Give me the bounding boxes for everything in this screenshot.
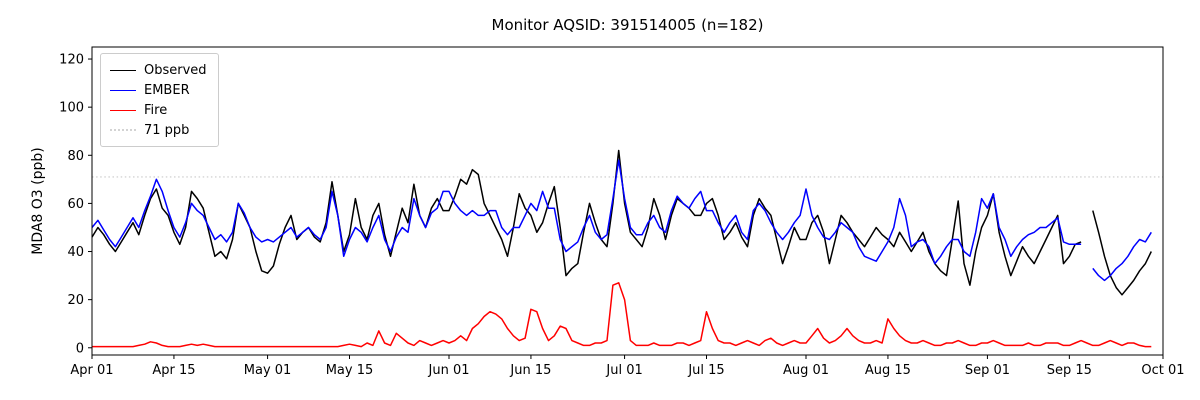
legend-item-ember: EMBER: [110, 80, 207, 100]
x-tick-label: Aug 01: [783, 363, 829, 378]
plot-border: [91, 46, 1164, 356]
legend-line-threshold: [110, 129, 136, 131]
series-line-observed: [91, 149, 1152, 296]
y-tick-label: 40: [67, 245, 84, 260]
legend-item-threshold: 71 ppb: [110, 120, 207, 140]
x-tick-label: Sep 15: [1047, 363, 1092, 378]
x-tick-label: Sep 01: [965, 363, 1010, 378]
legend-item-fire: Fire: [110, 100, 207, 120]
y-tick-label: 20: [67, 293, 84, 308]
x-tick-label: Apr 15: [152, 363, 195, 378]
legend-line-observed: [110, 69, 136, 71]
legend-label-observed: Observed: [144, 62, 207, 78]
x-tick-label: Oct 01: [1141, 363, 1184, 378]
y-tick-label: 0: [76, 341, 84, 356]
legend-label-threshold: 71 ppb: [144, 122, 190, 138]
legend: Observed EMBER Fire 71 ppb: [100, 53, 219, 147]
series-line-ember: [91, 159, 1152, 282]
y-tick-label: 100: [59, 101, 84, 116]
legend-label-ember: EMBER: [144, 82, 190, 98]
y-tick-label: 60: [67, 197, 84, 212]
series-line-fire: [92, 282, 1152, 348]
legend-item-observed: Observed: [110, 60, 207, 80]
legend-line-ember: [110, 89, 136, 91]
x-tick-label: Apr 01: [70, 363, 113, 378]
x-tick-label: Jul 15: [687, 363, 724, 378]
x-tick-label: Jul 01: [605, 363, 642, 378]
y-tick-label: 80: [67, 149, 84, 164]
y-axis-label: MDA8 O3 (ppb): [30, 147, 46, 255]
x-tick-label: Aug 15: [865, 363, 911, 378]
chart-title: Monitor AQSID: 391514005 (n=182): [491, 16, 764, 34]
x-tick-label: May 01: [244, 363, 292, 378]
y-tick-label: 120: [59, 53, 84, 68]
legend-label-fire: Fire: [144, 102, 168, 118]
x-tick-label: Jun 01: [428, 363, 470, 378]
x-tick-label: Jun 15: [509, 363, 551, 378]
x-tick-label: May 15: [326, 363, 374, 378]
legend-line-fire: [110, 109, 136, 111]
